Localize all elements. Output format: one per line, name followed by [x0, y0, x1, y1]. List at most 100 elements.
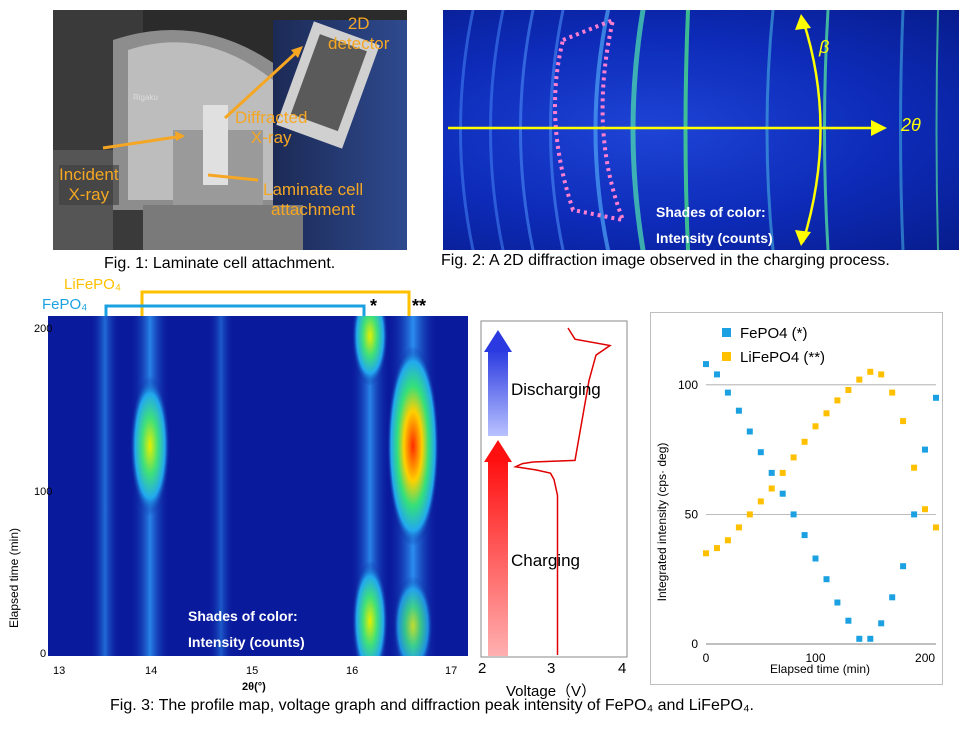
lifepo4-point [724, 537, 731, 544]
peak-16-6-bottom [393, 576, 433, 656]
diffracted-xray-label: Diffracted X-ray [235, 108, 308, 147]
charge-arrow-head [484, 440, 512, 462]
fepo4-point [867, 635, 874, 642]
shades-label-line1: Shades of color: [656, 204, 766, 220]
lifepo4-point [823, 410, 830, 417]
ring-5 [593, 10, 610, 250]
lifepo4-point [735, 524, 742, 531]
profile-map-heatmap [48, 316, 468, 656]
star-double: ** [412, 296, 427, 316]
profile-map: Shades of color: Intensity (counts) [48, 316, 468, 656]
map-xtick-16: 16 [346, 665, 359, 677]
ytick-100: 100 [678, 378, 698, 392]
lifepo4-point [933, 524, 939, 531]
voltage-xlabel: Voltage（V） [506, 683, 597, 700]
lifepo4-point [856, 376, 863, 383]
xtick-0: 0 [703, 651, 710, 665]
map-shades-line2: Intensity (counts) [188, 634, 305, 650]
discharging-label: Discharging [511, 380, 601, 399]
lifepo4-point [801, 438, 808, 445]
fepo4-point [746, 428, 753, 435]
ring-2 [489, 10, 505, 250]
band-14-7 [208, 316, 234, 656]
discharge-arrow-body [488, 350, 508, 436]
lifepo4-point [889, 389, 896, 396]
voltage-xtick-4: 4 [618, 660, 627, 677]
map-xtick-13: 13 [53, 665, 66, 677]
legend-label-fepo4: FePO4 (*) [740, 325, 808, 342]
diffraction-2d-image: β 2θ Shades of color: Intensity (counts) [443, 10, 959, 250]
beta-label: β [819, 37, 830, 57]
ring-3 [519, 10, 535, 250]
ring-4 [549, 10, 565, 250]
map-ytick-100: 100 [34, 486, 53, 498]
fig1-caption: Fig. 1: Laminate cell attachment. [104, 255, 336, 272]
legend-marker-fepo4 [722, 328, 731, 337]
xtick-100: 100 [806, 651, 826, 665]
peak-16-2-top [352, 316, 388, 386]
fepo4-point [735, 407, 742, 414]
intensity-scatter-chart: 0 50 100 0 100 200 FePO4 (*) LiFePO4 (**) Ela… [650, 312, 943, 685]
diffraction-rings [448, 10, 939, 250]
fepo4-point [703, 361, 709, 368]
fepo4-point [823, 576, 830, 583]
charging-label: Charging [511, 551, 580, 570]
fepo4-bracket [104, 304, 366, 316]
peak-16-2-bottom [352, 561, 388, 656]
fepo4-point [790, 511, 797, 518]
discharge-arrow-head [484, 330, 512, 352]
fepo4-point [900, 563, 907, 570]
fepo4-point [845, 617, 852, 624]
shades-label-line2: Intensity (counts) [656, 230, 773, 246]
band-13-5 [90, 316, 120, 656]
fepo4-point [911, 511, 918, 518]
voltage-graph [480, 320, 628, 658]
ytick-0: 0 [691, 637, 698, 651]
fepo4-point [922, 446, 928, 453]
voltage-xtick-3: 3 [547, 660, 556, 677]
lifepo4-point [922, 506, 928, 513]
fepo4-point [768, 469, 775, 476]
scatter-ylabel: Integrated intensity (cps· deg) [655, 443, 669, 602]
fig2-caption: Fig. 2: A 2D diffraction image observed … [441, 252, 890, 269]
lifepo4-point [845, 387, 852, 393]
map-xlabel: 2θ(°) [242, 681, 266, 693]
scatter-grid [706, 384, 936, 645]
map-xtick-17: 17 [445, 665, 458, 677]
selection-region [553, 16, 627, 223]
attachment-label: Laminate cell attachment [263, 180, 364, 219]
ring-6 [630, 10, 646, 250]
ring-1 [459, 10, 475, 250]
lifepo4-point [911, 464, 918, 471]
scatter-ticks: 0 50 100 0 100 200 [678, 378, 935, 665]
lifepo4-point [757, 498, 764, 505]
lifepo4-point [703, 550, 709, 557]
lifepo4-point [746, 511, 753, 518]
lifepo4-point [878, 371, 885, 378]
fepo4-point [757, 449, 764, 456]
star-single: * [370, 296, 378, 316]
map-xtick-15: 15 [246, 665, 259, 677]
fepo4-point [779, 490, 786, 497]
fepo4-point [889, 594, 896, 601]
ring-9 [823, 10, 830, 250]
beta-arrow [801, 19, 822, 243]
lifepo4-point [900, 418, 907, 425]
map-ytick-0: 0 [40, 648, 47, 660]
fepo4-point [812, 555, 819, 562]
lifepo4-point [768, 485, 775, 492]
scatter-frame [650, 312, 943, 685]
lifepo4-point [779, 469, 786, 476]
scatter-xlabel: Elapsed time (min) [770, 662, 870, 676]
fig3-caption: Fig. 3: The profile map, voltage graph a… [110, 697, 754, 714]
incident-xray-label: Incident X-ray [59, 165, 119, 205]
laminate-cell-photo: Rigaku 2D detector Diffracted X-ray Inci… [53, 10, 407, 250]
detector-label: 2D detector [328, 14, 390, 53]
ring-7 [683, 10, 690, 250]
lifepo4-point [812, 423, 819, 430]
fepo4-point [714, 371, 720, 378]
fepo4-bracket-label: FePO₄ [42, 296, 88, 313]
legend-marker-lifepo4 [722, 352, 731, 361]
ring-11 [935, 10, 939, 250]
ring-8 [765, 10, 775, 250]
